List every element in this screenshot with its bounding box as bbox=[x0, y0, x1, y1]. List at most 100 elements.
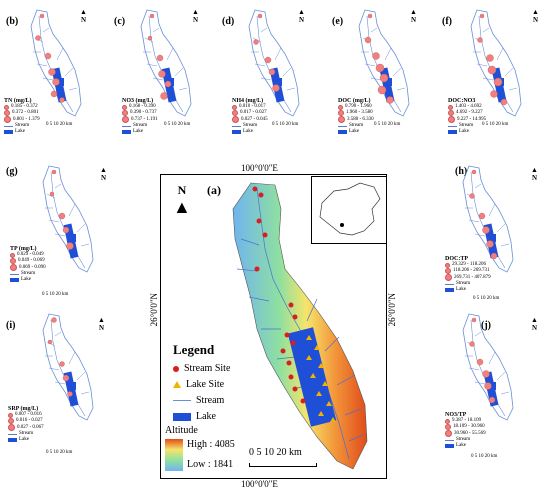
watershed-map bbox=[450, 164, 520, 274]
legend-class: 118.206 - 269.731 bbox=[445, 268, 491, 274]
legend-title: Legend bbox=[173, 342, 215, 357]
legend-lake: Lake bbox=[4, 129, 40, 135]
panel-label: (g) bbox=[6, 166, 18, 177]
legend-class: 18.109 - 30.960 bbox=[445, 424, 486, 430]
legend-class: 0.007 - 0.016 bbox=[8, 412, 44, 418]
north-arrow: ▲ N bbox=[531, 166, 538, 182]
panel-h: (h) ▲ N DOC:TP 29.329 - 118.206 118.206 -… bbox=[395, 160, 550, 308]
north-arrow: ▲ N bbox=[532, 8, 539, 24]
panel-label: (f) bbox=[442, 16, 452, 27]
legend-title: DOC:TP bbox=[445, 256, 468, 262]
panel-label: (d) bbox=[222, 16, 235, 27]
watershed-map bbox=[236, 8, 306, 118]
legend-class: 29.329 - 118.206 bbox=[445, 262, 491, 268]
legend-stream: Stream bbox=[445, 281, 491, 287]
legend-class: 0.017 - 0.027 bbox=[232, 110, 268, 116]
north-arrow: ▲ N bbox=[531, 316, 538, 332]
watershed-map bbox=[458, 8, 528, 118]
north-label: N bbox=[532, 16, 538, 24]
north-arrow: ▲ N bbox=[298, 8, 305, 24]
legend-class: 0.010 - 0.017 bbox=[232, 104, 268, 110]
legend-stream: Stream bbox=[10, 271, 46, 277]
panel-b: (b) ▲ N TN (mg/L) 0.185 - 0.372 0.372 - 0… bbox=[0, 0, 110, 158]
legend-stream: Stream bbox=[338, 123, 374, 129]
panel-label: (j) bbox=[481, 320, 491, 331]
stream-sites bbox=[252, 186, 336, 422]
panel-legend: DOC:NO3 1.403 - 4.692 4.692 - 9.227 9.22… bbox=[448, 98, 486, 135]
legend-class: 0.801 - 1.379 bbox=[4, 116, 40, 123]
north-label: N bbox=[100, 174, 106, 182]
watershed-map bbox=[346, 8, 416, 118]
legend-lake: Lake bbox=[445, 443, 486, 449]
legend-lake: Lake bbox=[10, 277, 46, 283]
panel-c: (c) ▲ N NO3 (mg/L) 0.168 - 0.390 0.390 - … bbox=[110, 0, 220, 158]
legend-lake: Lake bbox=[232, 129, 268, 135]
coord-top: 100°0'0"E bbox=[241, 163, 278, 173]
legend-title: NH4 (mg/L) bbox=[232, 98, 264, 104]
panel-label: (h) bbox=[455, 166, 468, 177]
legend-stream: Stream bbox=[173, 395, 224, 406]
legend-stream: Stream bbox=[4, 123, 40, 129]
legend-stream: Stream bbox=[232, 123, 268, 129]
coord-right: 26°0'0"N bbox=[387, 293, 397, 327]
north-arrow: ▲ N bbox=[98, 316, 105, 332]
legend-class: 9.227 - 14.995 bbox=[448, 116, 486, 123]
panel-legend: NO3/TP 9.387 - 18.109 18.109 - 30.960 30… bbox=[445, 412, 486, 449]
panel-legend: SRP (mg/L) 0.007 - 0.016 0.016 - 0.027 0… bbox=[8, 406, 44, 443]
legend-class: 0.390 - 0.737 bbox=[122, 110, 158, 116]
legend-class: 9.387 - 18.109 bbox=[445, 418, 486, 424]
main-map: 100°0'0"E 100°0'0"E 26°0'0"N 26°0'0"N N ▲… bbox=[149, 163, 397, 489]
china-outline bbox=[319, 182, 381, 236]
legend-title: NO3/TP bbox=[445, 412, 467, 418]
scale-bar: 0 5 10 20 km bbox=[272, 122, 299, 127]
legend-class: 0.016 - 0.027 bbox=[8, 418, 44, 424]
panel-j: (j) ▲ N NO3/TP 9.387 - 18.109 18.109 - 30… bbox=[395, 310, 550, 470]
north-label: N bbox=[80, 16, 86, 24]
legend-class: 0.168 - 0.390 bbox=[122, 104, 158, 110]
panel-d: (d) ▲ N NH4 (mg/L) 0.010 - 0.017 0.017 - … bbox=[220, 0, 330, 158]
scale-bar: 0 5 10 20 km bbox=[46, 450, 73, 455]
north-label: N bbox=[531, 174, 537, 182]
legend-class: 3.580 - 6.330 bbox=[338, 116, 374, 123]
north-arrow: ▲ N bbox=[192, 8, 199, 24]
panel-legend: DOC (mg/L) 0.790 - 1.960 1.960 - 3.580 3… bbox=[338, 98, 374, 135]
legend-title: DOC (mg/L) bbox=[338, 98, 371, 104]
panel-f: (f) ▲ N DOC:NO3 1.403 - 4.692 4.692 - 9.2… bbox=[440, 0, 550, 158]
watershed-map bbox=[30, 164, 100, 274]
main-scale-bar: 0 5 10 20 km bbox=[249, 447, 302, 458]
scale-bar: 0 5 10 20 km bbox=[164, 122, 191, 127]
legend-class: 0.790 - 1.960 bbox=[338, 104, 374, 110]
scale-bar: 0 5 10 20 km bbox=[46, 122, 73, 127]
scale-bar: 0 5 10 20 km bbox=[471, 454, 498, 459]
legend-title: TN (mg/L) bbox=[4, 98, 32, 104]
north-arrow: ▲ N bbox=[100, 166, 107, 182]
panel-legend: NO3 (mg/L) 0.168 - 0.390 0.390 - 0.737 0… bbox=[122, 98, 158, 135]
panel-e: (e) ▲ N DOC (mg/L) 0.790 - 1.960 1.960 - … bbox=[330, 0, 440, 158]
legend-stream: Stream bbox=[445, 437, 486, 443]
legend-class: 1.960 - 3.580 bbox=[338, 110, 374, 116]
panel-legend: DOC:TP 29.329 - 118.206 118.206 - 269.73… bbox=[445, 256, 491, 293]
panel-label: (c) bbox=[114, 16, 126, 27]
legend-title: NO3 (mg/L) bbox=[122, 98, 154, 104]
legend-class: 30.960 - 55.569 bbox=[445, 430, 486, 437]
legend-title: TP (mg/L) bbox=[10, 246, 37, 252]
main-scale-line bbox=[249, 463, 317, 467]
panel-g: (g) ▲ N TP (mg/L) 0.029 - 0.049 0.049 - 0… bbox=[0, 160, 155, 308]
legend-class: 269.731 - 407.879 bbox=[445, 274, 491, 281]
north-label: N bbox=[177, 183, 187, 197]
legend-stream-site: Stream Site bbox=[173, 363, 230, 374]
legend-title: SRP (mg/L) bbox=[8, 406, 39, 412]
north-arrow: ▲ N bbox=[410, 8, 417, 24]
legend-lake: Lake bbox=[173, 411, 216, 422]
scale-bar: 0 5 10 20 km bbox=[374, 122, 401, 127]
scale-bar: 0 5 10 20 km bbox=[482, 122, 509, 127]
legend-lake: Lake bbox=[338, 129, 374, 135]
legend-title: DOC:NO3 bbox=[448, 98, 476, 104]
legend-lake: Lake bbox=[448, 129, 486, 135]
legend-class: 0.029 - 0.049 bbox=[10, 252, 46, 258]
panel-i: (i) ▲ N SRP (mg/L) 0.007 - 0.016 0.016 - … bbox=[0, 310, 155, 470]
legend-stream: Stream bbox=[8, 431, 44, 437]
altitude-label: Altitude bbox=[165, 425, 198, 436]
north-label: N bbox=[410, 16, 416, 24]
legend-stream: Stream bbox=[448, 123, 486, 129]
